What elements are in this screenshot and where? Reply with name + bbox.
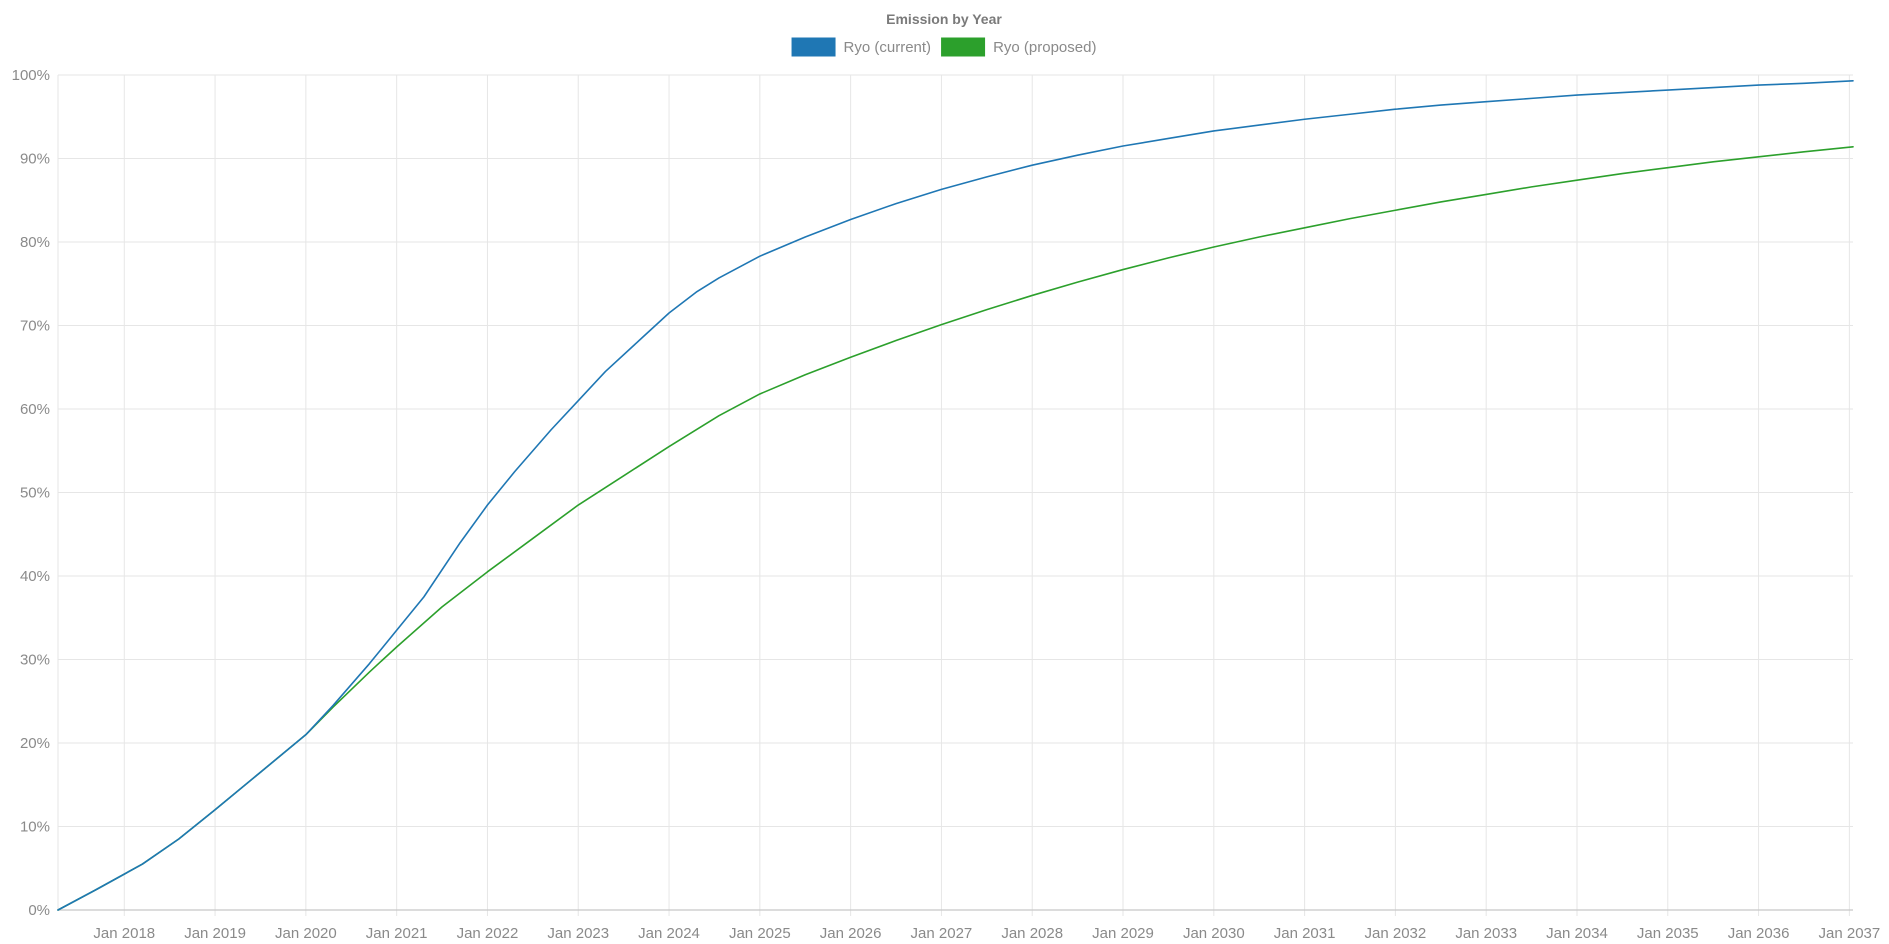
y-tick-label: 80% bbox=[20, 234, 50, 251]
x-tick-label: Jan 2024 bbox=[638, 925, 700, 942]
x-tick-label: Jan 2029 bbox=[1092, 925, 1154, 942]
y-tick-label: 100% bbox=[12, 67, 50, 84]
x-tick-label: Jan 2032 bbox=[1365, 925, 1427, 942]
x-tick-label: Jan 2028 bbox=[1001, 925, 1063, 942]
y-tick-label: 40% bbox=[20, 568, 50, 585]
y-tick-label: 10% bbox=[20, 819, 50, 836]
legend-swatch bbox=[941, 37, 986, 57]
x-tick-label: Jan 2030 bbox=[1183, 925, 1245, 942]
grid-layer bbox=[57, 74, 1853, 916]
x-tick-label: Jan 2018 bbox=[93, 925, 155, 942]
series-layer bbox=[57, 80, 1854, 911]
legend-item-ryo-proposed[interactable]: Ryo (proposed) bbox=[941, 37, 1096, 57]
x-tick-label: Jan 2036 bbox=[1728, 925, 1790, 942]
legend-label: Ryo (proposed) bbox=[993, 39, 1096, 56]
x-tick-label: Jan 2023 bbox=[547, 925, 609, 942]
x-tick-label: Jan 2019 bbox=[184, 925, 246, 942]
chart-title: Emission by Year bbox=[886, 11, 1002, 27]
x-tick-label: Jan 2022 bbox=[457, 925, 519, 942]
legend-label: Ryo (current) bbox=[844, 39, 932, 56]
series-line-ryo-current bbox=[57, 80, 1854, 911]
legend-swatch bbox=[791, 37, 836, 57]
x-tick-label: Jan 2020 bbox=[275, 925, 337, 942]
legend-item-ryo-current[interactable]: Ryo (current) bbox=[791, 37, 932, 57]
y-tick-label: 90% bbox=[20, 151, 50, 168]
legend[interactable]: Ryo (current) Ryo (proposed) bbox=[791, 37, 1097, 57]
y-tick-label: 50% bbox=[20, 485, 50, 502]
y-tick-label: 30% bbox=[20, 652, 50, 669]
x-tick-label: Jan 2033 bbox=[1455, 925, 1517, 942]
x-tick-label: Jan 2025 bbox=[729, 925, 791, 942]
x-tick-label: Jan 2021 bbox=[366, 925, 428, 942]
x-tick-label: Jan 2031 bbox=[1274, 925, 1336, 942]
y-tick-label: 20% bbox=[20, 735, 50, 752]
x-tick-label: Jan 2037 bbox=[1819, 925, 1881, 942]
y-tick-label: 60% bbox=[20, 401, 50, 418]
x-tick-label: Jan 2026 bbox=[820, 925, 882, 942]
x-tick-label: Jan 2034 bbox=[1546, 925, 1608, 942]
x-tick-label: Jan 2027 bbox=[911, 925, 973, 942]
series-line-ryo-proposed bbox=[57, 146, 1854, 911]
y-tick-label: 70% bbox=[20, 318, 50, 335]
x-tick-label: Jan 2035 bbox=[1637, 925, 1699, 942]
y-tick-label: 0% bbox=[28, 902, 50, 919]
tick-label-layer: 0% 10% 20% 30% 40% 50% 60% 70% 80% 90% 100% Jan 201… bbox=[12, 67, 1881, 942]
